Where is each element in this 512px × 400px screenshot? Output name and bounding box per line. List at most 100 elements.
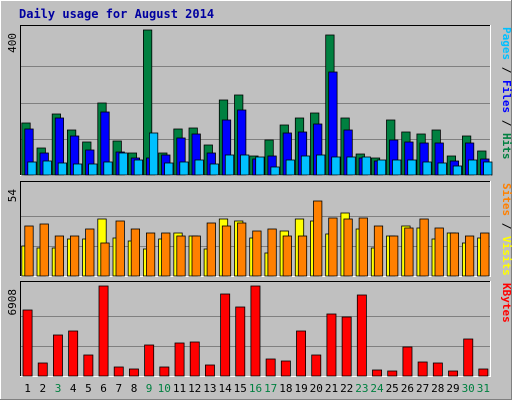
bar-kbytes-day-22 — [341, 316, 352, 377]
bar-pages-day-1 — [27, 161, 37, 176]
bar-kbytes-day-28 — [432, 362, 443, 377]
legend-entry: / — [500, 216, 512, 236]
bar-pages-day-23 — [361, 156, 371, 176]
x-tick-label-day-14: 14 — [218, 382, 232, 395]
legend-entry: Hits — [500, 133, 512, 160]
bar-kbytes-day-9 — [144, 344, 155, 377]
bar-sites-day-16 — [252, 230, 262, 277]
x-tick-label-day-16: 16 — [249, 382, 262, 395]
panel-bot-ymax-label: 6908 — [6, 289, 19, 316]
bar-kbytes-day-15 — [235, 306, 246, 377]
legend-entry: Sites — [500, 183, 512, 216]
bar-kbytes-day-12 — [189, 341, 200, 377]
x-tick-label-day-1: 1 — [24, 382, 31, 395]
x-tick-label-day-27: 27 — [416, 382, 429, 395]
bar-kbytes-day-30 — [463, 338, 474, 377]
bar-sites-day-22 — [343, 218, 353, 277]
bar-kbytes-day-23 — [356, 294, 367, 377]
x-tick-label-day-4: 4 — [70, 382, 77, 395]
x-tick-label-day-9: 9 — [146, 382, 153, 395]
bar-pages-day-7 — [118, 152, 128, 176]
legend-entry: / — [500, 60, 512, 80]
x-tick-label-day-19: 19 — [294, 382, 307, 395]
bar-pages-day-21 — [331, 156, 341, 176]
bar-kbytes-day-8 — [128, 368, 139, 377]
bar-kbytes-day-13 — [204, 364, 215, 377]
panel-bot-legend: KBytes — [500, 283, 512, 323]
bar-sites-day-23 — [358, 217, 368, 277]
bar-kbytes-day-31 — [478, 368, 489, 377]
bar-sites-day-15 — [237, 222, 247, 277]
x-tick-label-day-22: 22 — [340, 382, 353, 395]
chart-title: Daily usage for August 2014 — [19, 7, 214, 21]
x-tick-label-day-28: 28 — [431, 382, 444, 395]
x-tick-label-day-13: 13 — [203, 382, 216, 395]
bar-sites-day-31 — [480, 232, 490, 277]
bar-pages-day-13 — [209, 163, 219, 176]
bar-kbytes-day-3 — [53, 334, 63, 377]
x-tick-label-day-8: 8 — [131, 382, 138, 395]
x-tick-label-day-30: 30 — [462, 382, 475, 395]
x-tick-label-day-29: 29 — [446, 382, 459, 395]
x-tick-label-day-23: 23 — [355, 382, 368, 395]
x-tick-label-day-25: 25 — [386, 382, 399, 395]
bar-kbytes-day-14 — [220, 293, 231, 377]
bar-sites-day-25 — [389, 235, 399, 277]
bar-pages-day-31 — [483, 161, 493, 176]
panel-top-legend: Pages / Files / Hits — [500, 27, 512, 160]
panel-top-ymax-label: 400 — [6, 33, 19, 53]
bar-pages-day-26 — [407, 159, 417, 176]
bar-sites-day-21 — [328, 217, 338, 277]
bar-sites-day-6 — [100, 242, 110, 277]
bar-sites-day-11 — [176, 235, 186, 277]
bar-kbytes-day-26 — [402, 346, 413, 377]
x-tick-label-day-11: 11 — [173, 382, 186, 395]
bar-sites-day-7 — [115, 220, 125, 277]
bar-sites-day-20 — [313, 200, 323, 277]
bar-kbytes-day-25 — [387, 370, 398, 377]
bar-sites-day-19 — [297, 235, 308, 277]
bar-sites-day-27 — [419, 218, 429, 277]
bar-sites-day-18 — [282, 235, 292, 277]
legend-entry: / — [500, 113, 512, 133]
x-tick-label-day-7: 7 — [115, 382, 122, 395]
bar-sites-day-4 — [70, 235, 80, 277]
x-tick-label-day-21: 21 — [325, 382, 338, 395]
bar-kbytes-day-10 — [159, 366, 170, 377]
bar-kbytes-day-19 — [296, 330, 307, 377]
bar-sites-day-5 — [85, 228, 95, 277]
bar-sites-day-1 — [24, 225, 34, 277]
legend-entry: KBytes — [500, 283, 512, 323]
bar-pages-day-8 — [133, 159, 143, 176]
bar-sites-day-12 — [191, 235, 201, 277]
bar-kbytes-day-20 — [311, 354, 322, 377]
bar-sites-day-29 — [449, 232, 460, 277]
bar-kbytes-day-11 — [174, 342, 185, 377]
x-tick-label-day-5: 5 — [85, 382, 92, 395]
bar-pages-day-30 — [467, 159, 478, 176]
bar-pages-day-28 — [437, 162, 447, 176]
bar-pages-day-3 — [57, 162, 68, 176]
x-tick-label-day-24: 24 — [370, 382, 384, 395]
bar-pages-day-2 — [42, 160, 52, 176]
x-tick-label-day-10: 10 — [158, 382, 171, 395]
bar-pages-day-15 — [240, 154, 250, 176]
bar-pages-day-18 — [285, 159, 295, 176]
x-tick-label-day-2: 2 — [39, 382, 46, 395]
bar-sites-day-14 — [221, 225, 232, 277]
bar-sites-day-13 — [206, 222, 216, 277]
bar-sites-day-10 — [161, 232, 171, 277]
bar-kbytes-day-17 — [265, 358, 276, 377]
bar-pages-day-19 — [300, 155, 311, 176]
bar-kbytes-day-6 — [98, 285, 109, 377]
bar-kbytes-day-16 — [250, 285, 261, 377]
legend-entry: Files — [500, 80, 512, 113]
bar-kbytes-day-4 — [68, 330, 79, 377]
bar-pages-day-14 — [224, 154, 235, 176]
bar-pages-day-4 — [73, 163, 83, 176]
bar-kbytes-day-7 — [113, 366, 124, 377]
bar-kbytes-day-2 — [37, 362, 48, 377]
bar-sites-day-3 — [54, 235, 65, 277]
